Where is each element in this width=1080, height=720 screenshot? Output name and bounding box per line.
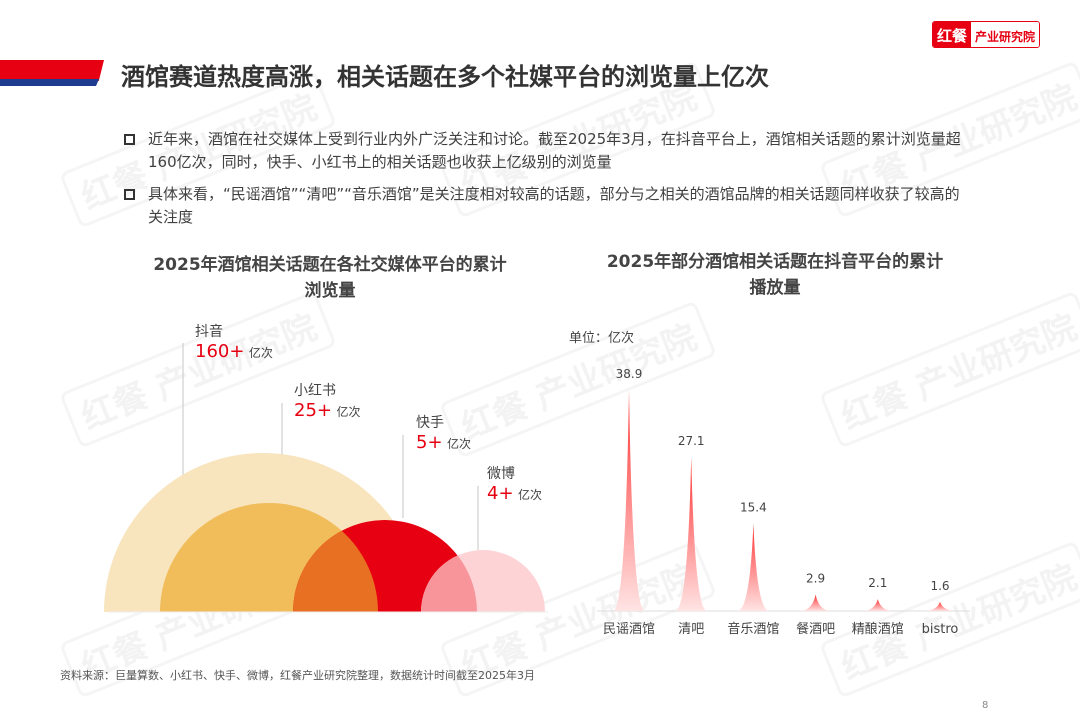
bullet-item: 近年来，酒馆在社交媒体上受到行业内外广泛关注和讨论。截至2025年3月，在抖音平… xyxy=(124,128,964,174)
spike-精酿酒馆 xyxy=(861,599,894,611)
category-label: 精酿酒馆 xyxy=(852,621,904,637)
category-label: bistro xyxy=(922,622,959,637)
platform-name: 快手 xyxy=(416,415,444,431)
data-label: 2.1 xyxy=(868,576,887,590)
spike-音乐酒馆 xyxy=(737,523,770,611)
chart-title-text: 2025年部分酒馆相关话题在抖音平台的累计播放量 xyxy=(606,252,944,298)
data-label: 27.1 xyxy=(678,434,705,448)
category-label: 清吧 xyxy=(678,622,704,637)
category-label: 餐酒吧 xyxy=(796,621,835,637)
logo-name: 产业研究院 xyxy=(971,22,1040,47)
platform-label: 抖音 160+ 亿次 xyxy=(195,322,273,363)
title-accent-blue xyxy=(0,79,99,86)
data-label: 15.4 xyxy=(740,501,767,515)
overlap-region xyxy=(293,520,378,612)
page-title: 酒馆赛道热度高涨，相关话题在多个社媒平台的浏览量上亿次 xyxy=(121,63,769,91)
page-number: 8 xyxy=(982,700,989,711)
square-bullet-icon xyxy=(124,189,135,200)
platform-value: 160+ xyxy=(195,341,245,362)
bullet-text: 近年来，酒馆在社交媒体上受到行业内外广泛关注和讨论。截至2025年3月，在抖音平… xyxy=(148,130,961,171)
spike-餐酒吧 xyxy=(799,594,832,611)
square-bullet-icon xyxy=(124,134,135,145)
platform-label: 小红书 25+ 亿次 xyxy=(294,381,360,422)
data-label: 1.6 xyxy=(930,579,949,593)
bullet-text: 具体来看，“民谣酒馆”“清吧”“音乐酒馆”是关注度相对较高的话题，部分与之相关的… xyxy=(148,185,960,226)
category-label: 民谣酒馆 xyxy=(603,622,655,637)
title-accent-red xyxy=(0,60,104,81)
chart-title-text: 2025年酒馆相关话题在各社交媒体平台的累计浏览量 xyxy=(153,255,507,301)
spike-民谣酒馆 xyxy=(613,390,645,611)
platform-name: 微博 xyxy=(487,466,515,482)
spike-清吧 xyxy=(675,457,708,611)
platform-unit: 亿次 xyxy=(248,346,273,360)
platform-name: 抖音 xyxy=(195,324,223,340)
unit-label: 单位：亿次 xyxy=(569,331,635,346)
platform-unit: 亿次 xyxy=(518,488,543,502)
bullet-item: 具体来看，“民谣酒馆”“清吧”“音乐酒馆”是关注度相对较高的话题，部分与之相关的… xyxy=(124,183,964,229)
data-label: 38.9 xyxy=(616,367,643,381)
platform-unit: 亿次 xyxy=(447,437,472,451)
chart-title-right: 2025年部分酒馆相关话题在抖音平台的累计播放量 xyxy=(590,249,960,301)
data-label: 2.9 xyxy=(806,572,825,586)
platform-label: 快手 5+ 亿次 xyxy=(416,413,471,454)
source-note: 资料来源：巨量算数、小红书、快手、微博，红餐产业研究院整理，数据统计时间截至20… xyxy=(60,669,535,682)
platform-name: 小红书 xyxy=(294,383,336,399)
platform-value: 5+ xyxy=(416,432,443,453)
overlap-region xyxy=(421,550,477,612)
chart-title-left: 2025年酒馆相关话题在各社交媒体平台的累计浏览量 xyxy=(120,252,540,304)
logo: 红餐 产业研究院 xyxy=(932,21,1041,48)
spike-bistro xyxy=(924,601,956,611)
category-label: 音乐酒馆 xyxy=(727,621,779,637)
platform-label: 微博 4+ 亿次 xyxy=(487,464,542,505)
platform-unit: 亿次 xyxy=(336,405,361,419)
logo-brand: 红餐 xyxy=(933,22,972,47)
platform-value: 4+ xyxy=(487,483,514,504)
platform-value: 25+ xyxy=(294,400,332,421)
